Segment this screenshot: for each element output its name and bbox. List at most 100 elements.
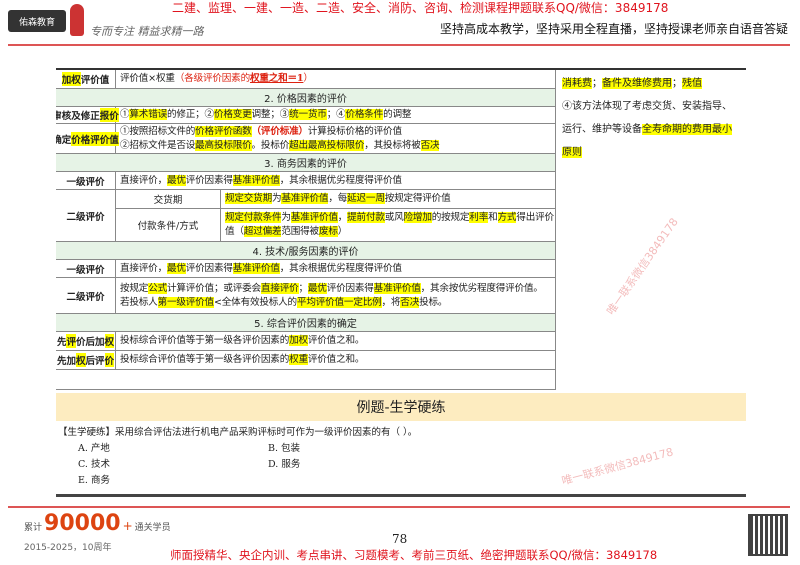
text-line: 运行、维护等设备全寿命期的费用最小: [562, 118, 740, 141]
highlighted-text: 直接评价: [260, 282, 299, 294]
text-segment: 计算投标价格的评价值: [307, 125, 402, 137]
years-text: 2015-2025，10周年: [24, 543, 112, 553]
text-segment: 权重之和＝1: [249, 73, 304, 84]
mascot-image: [70, 4, 84, 36]
text-segment: 评价值: [80, 75, 110, 86]
highlighted-text: 超出最高投标限价: [289, 139, 365, 151]
bottom-divider: [56, 494, 746, 497]
text-line: 直接评价，最优评价因素得基准评价值，其余根据优劣程度得评价值: [120, 174, 551, 188]
footer-divider: [8, 506, 790, 508]
text-segment: （评价标准）: [251, 125, 309, 137]
table-row: 确定价格评价值①按照招标文件的价格评价函数（评价标准）计算投标价格的评价值②招标…: [56, 124, 555, 154]
text-line: ①算术错误的修正；②价格变更调整；③统一货币；④价格条件的调整: [120, 108, 551, 122]
text-segment: 调整；③: [251, 109, 290, 120]
text-line: 规定付款条件为基准评价值，提前付款或风险增加的按规定利率和方式得出评价: [225, 211, 554, 225]
text-segment: ，其投标将被: [364, 139, 421, 151]
evaluation-table: 加权 评价值 评价值×权重（各级评价因素的权重之和＝1） 2. 价格因素的评价 审核及修…: [56, 70, 555, 370]
highlighted-text: 权重: [289, 354, 308, 365]
count-number: 90000: [44, 511, 121, 536]
highlighted-text: 原则: [562, 147, 582, 158]
text-line: ①按照招标文件的价格评价函数（评价标准）计算投标价格的评价值: [120, 125, 551, 139]
section-header: 4. 技术/服务因素的评价: [56, 242, 555, 260]
highlighted-text: 价格变更: [213, 109, 252, 120]
text-segment: 评价因素得: [185, 174, 233, 186]
text-segment: ，每: [328, 192, 348, 204]
text-segment: ，其余按优劣程度得评价值。: [420, 282, 543, 294]
row-label: 二级评价: [56, 278, 116, 313]
text-line: ④该方法体现了考虑交货、安装指导、: [562, 95, 740, 118]
row-label: 一级评价: [56, 260, 116, 277]
row-value: 投标综合评价值等于第一级各评价因素的加权评价值之和。: [116, 332, 555, 350]
watermark: 唯一联系微信3849178: [560, 445, 675, 488]
right-notes: 消耗费；备件及维修费用；残值 ④该方法体现了考虑交货、安装指导、 运行、维护等设备全…: [555, 70, 746, 390]
text-line: ②招标文件是否设最高投标限价。投标价超出最高投标限价，其投标将被否决: [120, 139, 551, 153]
text-segment: ①: [120, 109, 130, 120]
count-suffix: 通关学员: [134, 523, 171, 533]
highlighted-text: 权: [75, 353, 86, 367]
text-segment: ④该方法体现了考虑交货、安装指导、: [562, 101, 732, 112]
highlighted-text: 备件及维修费用: [602, 78, 672, 89]
table-row: 先评价后加权投标综合评价值等于第一级各评价因素的加权评价值之和。: [56, 332, 555, 351]
text-segment: ，: [337, 211, 348, 223]
row-label: 审核及修正 报价: [56, 107, 119, 123]
text-segment: 直接评价，: [120, 174, 167, 186]
highlighted-text: 基准评价值: [290, 211, 338, 223]
text-segment: 运行、维护等设备: [562, 124, 642, 135]
text-segment: （各级评价因素的: [174, 73, 250, 84]
text-segment: 后评: [85, 356, 105, 367]
sub-row: 付款条件/方式 规定付款条件为基准评价值，提前付款或风险增加的按规定利率和方式得出…: [116, 208, 555, 241]
text-segment: 先加: [56, 356, 76, 367]
highlighted-text: 延迟一周: [347, 192, 385, 204]
text-segment: ）: [337, 225, 348, 237]
sub-label: 交货期: [116, 190, 221, 208]
footer-ad: 师面授精华、央企内训、考点串讲、习题模考、考前三页纸、绝密押题联系QQ/微信：3…: [170, 548, 658, 562]
text-segment: ；: [672, 78, 682, 89]
text-segment: 一级评价: [66, 176, 105, 188]
sub-row: 交货期 规定交货期为基准评价值，每延迟一周按规定得评价值: [116, 190, 555, 209]
text-line: 按规定公式计算评价值；或评委会直接评价；最优评价因素得基准评价值，其余按优劣程度…: [120, 282, 551, 296]
row-value: 直接评价，最优评价因素得基准评价值，其余根据优劣程度得评价值: [116, 260, 555, 277]
text-segment: ）: [303, 73, 313, 84]
sub-rows: 交货期 规定交货期为基准评价值，每延迟一周按规定得评价值 付款条件/方式 规定付款条件…: [116, 190, 555, 241]
highlighted-text: 最高投标限价: [195, 139, 252, 151]
text-segment: 为: [281, 211, 291, 223]
text-segment: ，其余根据优劣程度得评价值: [279, 262, 402, 274]
header-divider: [8, 44, 790, 46]
text-segment: 计算评价值；或评委会: [166, 282, 261, 294]
row-label: 一级评价: [56, 172, 116, 189]
text-line: 若投标人第一级评价值<全体有效投标人的平均评价值一定比例，将否决投标。: [120, 296, 551, 310]
highlighted-text: 价格评价函数: [195, 125, 252, 137]
highlighted-text: 最优: [166, 174, 186, 186]
highlighted-text: 险增加: [403, 211, 432, 223]
text-segment: 二级评价: [66, 211, 105, 223]
section-header: 5. 综合评价因素的确定: [56, 314, 555, 332]
highlighted-text: 提前付款: [347, 211, 385, 223]
highlighted-text: 权: [104, 334, 115, 348]
text-segment: 评价值之和。: [307, 335, 365, 346]
option-d: D. 服务: [268, 459, 301, 470]
signature: 专而专注 精益求精一路: [90, 25, 204, 38]
highlighted-text: 规定交货期: [225, 192, 272, 204]
highlighted-text: 价: [104, 353, 115, 367]
highlighted-text: 残值: [682, 78, 702, 89]
text-segment: ；: [592, 78, 602, 89]
text-segment: 的调整: [383, 109, 412, 120]
row-label: 确定价格评价值: [56, 124, 119, 153]
text-segment: ②招标文件是否设: [120, 139, 196, 151]
highlighted-text: 加权: [61, 72, 81, 86]
text-line: 直接评价，最优评价因素得基准评价值，其余根据优劣程度得评价值: [120, 262, 551, 276]
row-label: 先加权后评价: [56, 351, 116, 369]
highlighted-text: 最优: [307, 282, 327, 294]
sub-label: 付款条件/方式: [116, 208, 221, 241]
highlighted-text: 价格评价值: [71, 131, 119, 146]
text-segment: 的修正；②: [166, 109, 214, 120]
highlighted-text: 基准评价值: [373, 282, 421, 294]
highlighted-text: 消耗费: [562, 78, 592, 89]
highlighted-text: 评: [66, 334, 76, 348]
text-segment: 按规定得评价值: [384, 192, 451, 204]
page-header: 佑森教育 专而专注 精益求精一路 二建、监理、一建、一造、二造、安全、消防、咨询…: [0, 0, 800, 46]
text-line: 值（超过偏差范围得被废标）: [225, 225, 551, 239]
option-e: E. 商务: [78, 475, 110, 486]
section-header: 3. 商务因素的评价: [56, 154, 555, 172]
highlighted-text: 全寿命期的费用最小: [642, 124, 732, 135]
